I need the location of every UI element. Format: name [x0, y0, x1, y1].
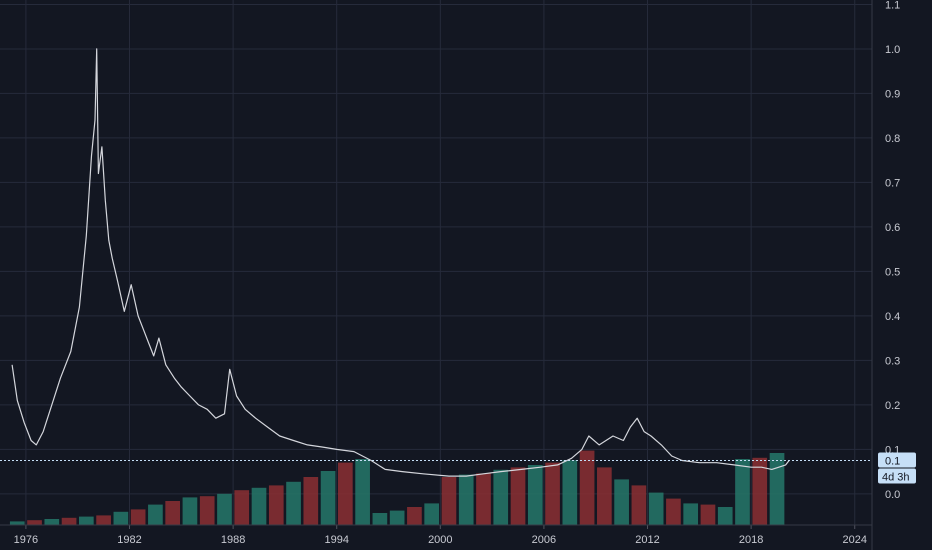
volume-bar	[251, 487, 267, 525]
price-series	[11, 48, 790, 477]
y-tick-label: 0.0	[885, 489, 900, 501]
volume-bar	[493, 469, 509, 525]
volume-bar	[27, 520, 42, 525]
volume-bar	[769, 453, 785, 525]
volume-bar	[458, 474, 474, 525]
y-tick-label: 0.3	[885, 355, 900, 367]
volume-bar	[78, 516, 94, 525]
volume-bar	[424, 503, 440, 525]
x-tick-label: 2012	[635, 534, 659, 546]
volume-bar	[527, 465, 543, 525]
x-tick-label: 1976	[14, 534, 38, 546]
price-line	[11, 48, 790, 477]
volume-bar	[113, 511, 129, 525]
volume-bars	[9, 450, 785, 525]
countdown-tag-value: 4d 3h	[882, 471, 910, 483]
volume-bar	[648, 492, 664, 525]
volume-bar	[217, 493, 232, 525]
volume-bar	[61, 517, 77, 525]
price-axis[interactable]: 1.1 1.0 0.9 0.8 0.7 0.6 0.5 0.4 0.3 0.2 0.1 0.0	[871, 0, 900, 550]
volume-bar	[286, 481, 301, 525]
volume-bar	[510, 467, 526, 525]
price-tags: 0.1 4d 3h	[878, 452, 916, 484]
y-tick-label: 0.6	[885, 222, 900, 234]
volume-bar	[407, 507, 422, 525]
volume-bar	[268, 485, 284, 525]
volume-bar	[545, 462, 560, 525]
x-tick-label: 1982	[117, 534, 141, 546]
volume-bar	[130, 509, 146, 525]
volume-bar	[597, 467, 612, 525]
volume-bar	[199, 496, 215, 525]
time-axis[interactable]: 1976 1982 1988 1994 2000 2006 2012 2018 2024	[0, 524, 872, 546]
x-tick-label: 2024	[842, 534, 866, 546]
y-tick-label: 0.9	[885, 88, 900, 100]
volume-bar	[372, 513, 388, 525]
volume-bar	[148, 504, 163, 525]
volume-bar	[700, 504, 716, 525]
y-tick-label: 0.8	[885, 133, 900, 145]
volume-bar	[614, 479, 629, 525]
countdown-tag	[878, 468, 916, 484]
last-price-tag	[878, 452, 916, 468]
volume-bar	[752, 457, 768, 525]
x-tick-label: 2000	[428, 534, 452, 546]
volume-bar	[735, 459, 750, 525]
volume-bar	[562, 460, 578, 525]
volume-bar	[303, 477, 319, 525]
volume-bar	[683, 503, 699, 525]
x-tick-label: 2006	[532, 534, 556, 546]
x-tick-label: 1994	[324, 534, 348, 546]
volume-bar	[717, 507, 733, 525]
volume-bar	[9, 521, 25, 525]
volume-bar	[165, 501, 181, 525]
volume-bar	[320, 471, 336, 525]
volume-bar	[96, 515, 111, 525]
volume-bar	[631, 485, 647, 525]
y-tick-label: 1.0	[885, 44, 900, 56]
volume-bar	[476, 473, 491, 525]
last-price-tag-value: 0.1	[885, 455, 900, 467]
y-tick-label: 0.2	[885, 400, 900, 412]
volume-bar	[441, 477, 457, 525]
y-tick-label: 1.1	[885, 0, 900, 11]
y-tick-label: 0.4	[885, 311, 900, 323]
x-tick-label: 1988	[221, 534, 245, 546]
y-tick-label: 0.5	[885, 266, 900, 278]
volume-bar	[389, 510, 405, 525]
grid	[0, 0, 872, 525]
volume-bar	[44, 519, 60, 525]
volume-bar	[338, 462, 353, 525]
volume-bar	[579, 450, 595, 525]
volume-bar	[355, 459, 370, 525]
x-tick-label: 2018	[739, 534, 763, 546]
y-tick-label: 0.7	[885, 177, 900, 189]
volume-bar	[182, 497, 198, 525]
volume-bar	[234, 490, 250, 525]
volume-bar	[666, 498, 681, 525]
